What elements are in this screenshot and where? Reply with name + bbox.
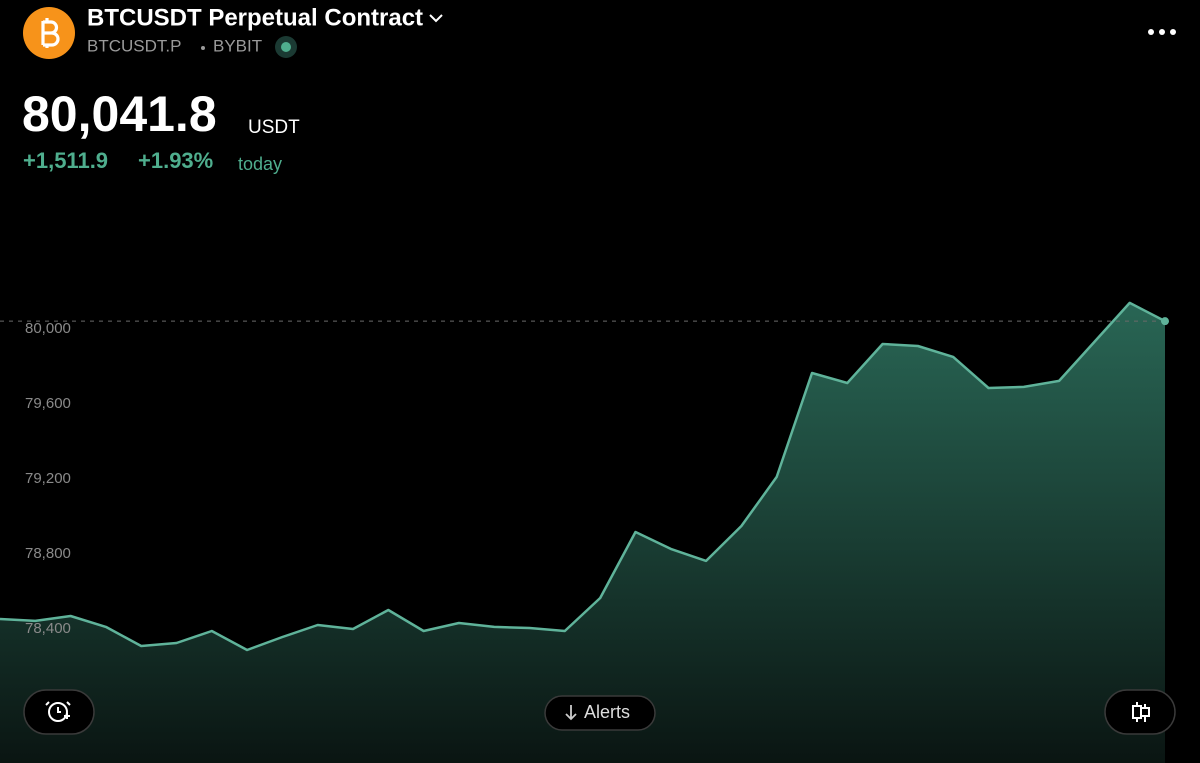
change-period: today xyxy=(238,154,282,174)
y-tick-label: 79,200 xyxy=(25,470,71,487)
alarm-icon xyxy=(48,702,68,722)
dropdown-chevron[interactable] xyxy=(429,14,443,23)
status-dot xyxy=(281,42,291,52)
symbol-title[interactable]: BTCUSDT Perpetual Contract xyxy=(87,4,423,31)
price-area xyxy=(0,302,1165,763)
arrow-down-icon xyxy=(565,705,577,721)
candle-body xyxy=(1132,705,1142,719)
y-tick-label: 78,800 xyxy=(25,545,71,562)
chart-style-button[interactable] xyxy=(1104,689,1176,735)
y-tick-label: 78,400 xyxy=(25,620,71,637)
coin-glyph xyxy=(41,18,60,48)
menu-dot xyxy=(1170,29,1176,35)
price-currency: USDT xyxy=(248,117,300,138)
y-tick-label: 79,600 xyxy=(25,395,71,412)
menu-dot xyxy=(1148,29,1154,35)
plot: 78,400 78,800 79,200 79,600 80,000 xyxy=(0,301,1169,763)
separator-dot xyxy=(201,46,205,50)
last-price: 80,041.8 xyxy=(22,86,217,142)
price-change: +1,511.9 xyxy=(23,148,108,173)
more-menu[interactable] xyxy=(1148,29,1176,35)
symbol-code: BTCUSDT.P xyxy=(87,36,181,55)
price-line xyxy=(0,301,1166,652)
menu-dot xyxy=(1159,29,1165,35)
alerts-label: Alerts xyxy=(584,702,630,722)
alarm-button[interactable] xyxy=(23,689,95,735)
exchange-name: BYBIT xyxy=(213,36,262,55)
y-tick-label: 80,000 xyxy=(25,320,71,337)
button-frame xyxy=(544,695,656,731)
candle-body xyxy=(1140,707,1150,717)
alerts-button[interactable]: Alerts xyxy=(544,695,656,731)
last-price-dot xyxy=(1161,317,1169,326)
alarm-icon-lines xyxy=(45,701,71,719)
price-change-percent: +1.93% xyxy=(138,148,213,173)
